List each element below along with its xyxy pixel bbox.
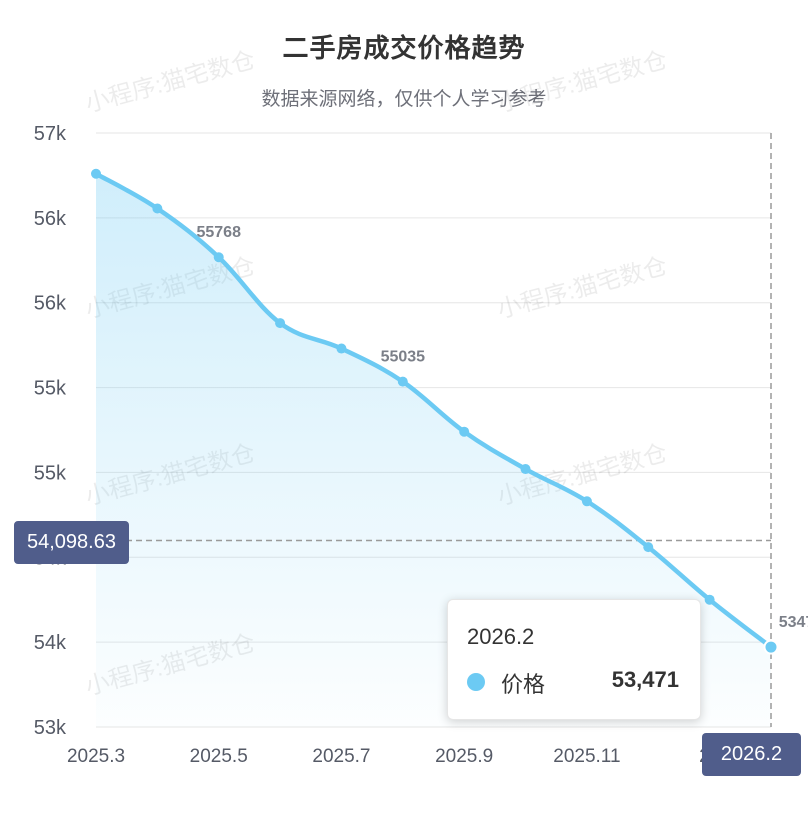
data-point[interactable] <box>763 639 779 655</box>
axis-pointer-y-label: 54,098.63 <box>14 521 129 564</box>
chart-subtitle: 数据来源网络，仅供个人学习参考 <box>261 89 547 110</box>
x-tick-label: 2025.9 <box>435 746 493 767</box>
data-point[interactable] <box>459 426 470 437</box>
tooltip-title: 2026.2 <box>467 624 535 649</box>
watermark-text: 小程序:猫宅数仓 <box>495 47 671 118</box>
y-tick-label: 56k <box>34 293 67 315</box>
y-tick-label: 55k <box>34 378 67 400</box>
tooltip: 2026.2 价格 53,471 <box>447 599 701 720</box>
chart-title: 二手房成交价格趋势 <box>282 33 526 63</box>
y-tick-label: 56k <box>34 208 67 230</box>
x-tick-label: 2025.5 <box>190 746 248 767</box>
y-tick-label: 55k <box>34 462 67 484</box>
data-point[interactable] <box>336 343 347 354</box>
data-point[interactable] <box>213 252 224 263</box>
watermark-text: 小程序:猫宅数仓 <box>495 253 671 324</box>
y-tick-label: 54k <box>34 632 67 654</box>
tooltip-value: 53,471 <box>611 667 679 692</box>
x-tick-label: 2025.3 <box>67 746 125 767</box>
data-point[interactable] <box>643 542 654 553</box>
data-label: 53471 <box>779 614 808 631</box>
data-point[interactable] <box>275 318 286 329</box>
watermark-text: 小程序:猫宅数仓 <box>83 47 259 118</box>
y-tick-label: 53k <box>34 717 67 739</box>
x-tick-label: 2025.11 <box>553 746 620 767</box>
x-tick-label: 2025.7 <box>312 746 370 767</box>
series-line <box>93 171 774 650</box>
tooltip-series-name: 价格 <box>501 672 546 697</box>
axis-pointer-x-label: 2026.2 <box>702 733 801 776</box>
data-point[interactable] <box>520 464 531 475</box>
data-point[interactable] <box>704 594 715 605</box>
data-point[interactable] <box>91 168 101 179</box>
data-point[interactable] <box>397 376 408 387</box>
series-marker-icon <box>467 673 485 691</box>
y-tick-label: 57k <box>34 123 67 145</box>
data-label: 55035 <box>381 349 426 366</box>
data-label: 55768 <box>196 224 241 241</box>
data-point[interactable] <box>581 496 592 507</box>
data-point[interactable] <box>152 203 163 214</box>
